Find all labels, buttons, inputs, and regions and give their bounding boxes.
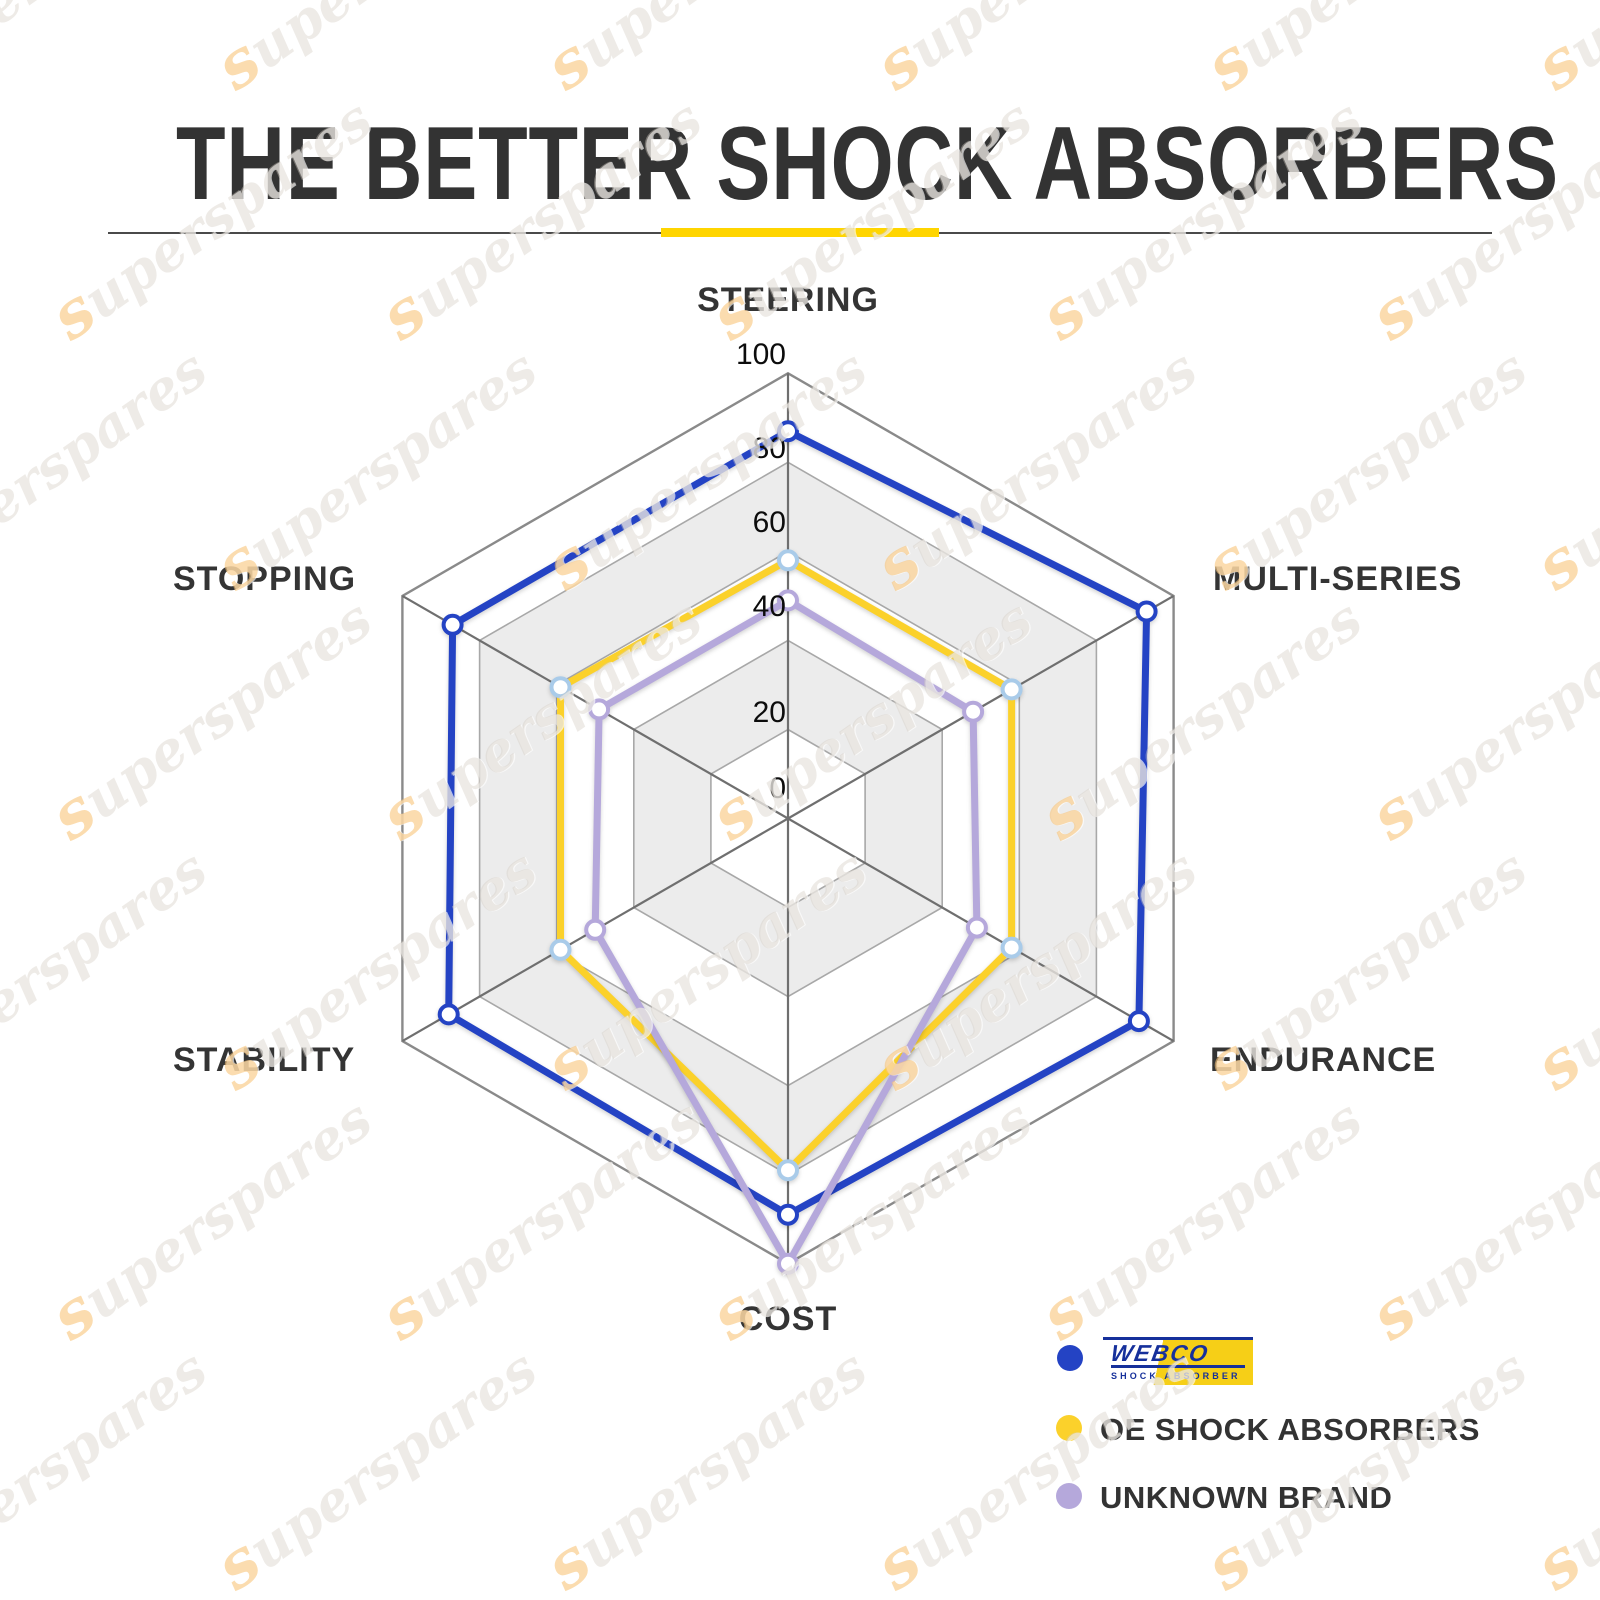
- webco-logo-underline: [1111, 1365, 1245, 1368]
- axis-label-endurance: ENDURANCE: [1210, 1041, 1437, 1079]
- data-point-marker: [584, 918, 607, 941]
- webco-logo-wordmark: WEBCO: [1108, 1340, 1212, 1366]
- legend-dot-oe: [1056, 1415, 1082, 1441]
- data-point-marker: [549, 676, 572, 699]
- legend-dot-unknown: [1056, 1483, 1082, 1509]
- tick-label-0: 0: [769, 772, 786, 805]
- page-title: THE BETTER SHOCK ABSORBERS: [176, 106, 1559, 222]
- tick-label-40: 40: [752, 590, 786, 623]
- axis-label-multi-series: MULTI-SERIES: [1213, 560, 1463, 598]
- axis-label-stability: STABILITY: [173, 1041, 356, 1079]
- webco-logo-subtitle: SHOCK ABSORBER: [1111, 1371, 1241, 1381]
- webco-logo-top-stripe: [1103, 1337, 1253, 1340]
- legend-label-oe: OE SHOCK ABSORBERS: [1100, 1412, 1480, 1447]
- tick-label-80: 80: [752, 432, 786, 465]
- data-point-marker: [777, 1159, 799, 1182]
- data-point-marker: [1135, 600, 1158, 623]
- data-point-marker: [588, 698, 611, 721]
- data-point-marker: [777, 589, 799, 612]
- data-point-marker: [1127, 1010, 1150, 1033]
- legend-label-unknown: UNKNOWN BRAND: [1100, 1480, 1393, 1515]
- data-point-marker: [777, 1203, 799, 1226]
- legend-dot-webco: [1057, 1345, 1083, 1371]
- data-point-marker: [777, 549, 799, 572]
- tick-label-100: 100: [735, 338, 786, 371]
- series-webco: [437, 420, 1158, 1226]
- axis-label-cost: COST: [738, 1300, 838, 1338]
- series-unknown-brand: [584, 589, 988, 1275]
- axis-label-stopping: STOPPING: [173, 560, 357, 598]
- data-point-marker: [1000, 936, 1023, 959]
- data-point-marker: [962, 700, 985, 723]
- webco-logo: WEBCO SHOCK ABSORBER: [1103, 1337, 1253, 1385]
- tick-label-20: 20: [752, 696, 786, 729]
- data-point-marker: [965, 916, 988, 939]
- axis-label-steering: STEERING: [697, 281, 879, 319]
- series-oe-shock-absorbers: [549, 549, 1023, 1182]
- data-point-marker: [1000, 678, 1023, 701]
- data-point-marker: [437, 1003, 460, 1026]
- data-point-marker: [549, 938, 572, 961]
- divider-accent-bar: [661, 228, 939, 237]
- data-point-marker: [777, 420, 799, 443]
- tick-label-60: 60: [752, 506, 786, 539]
- data-point-marker: [441, 613, 464, 636]
- data-point-marker: [777, 1252, 799, 1275]
